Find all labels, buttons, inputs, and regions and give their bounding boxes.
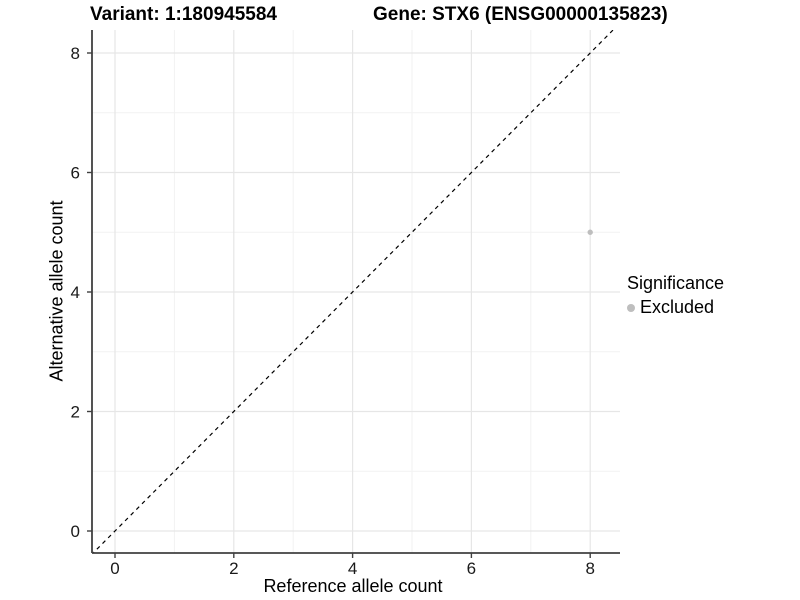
y-tick-label: 6 <box>71 164 80 183</box>
legend: Significance Excluded <box>627 273 724 318</box>
y-tick-label: 2 <box>71 403 80 422</box>
legend-title: Significance <box>627 273 725 293</box>
y-tick-label: 0 <box>71 522 80 541</box>
x-tick-label: 6 <box>467 559 476 578</box>
identity-dashed-line <box>92 30 614 553</box>
x-tick-label: 4 <box>348 559 357 578</box>
variant-title: Variant: 1:180945584 <box>90 4 277 25</box>
legend-item-label: Excluded <box>640 297 715 317</box>
y-tick-label: 4 <box>71 283 80 302</box>
x-tick-label: 8 <box>585 559 594 578</box>
legend-item-excluded: Excluded <box>627 297 724 318</box>
x-axis-title: Reference allele count <box>263 576 443 596</box>
x-tick-label: 0 <box>110 559 119 578</box>
x-tick-label: 2 <box>229 559 238 578</box>
data-point <box>587 229 593 235</box>
excluded-point-icon <box>627 303 635 312</box>
y-axis-title: Alternative allele count <box>46 200 67 382</box>
gene-title: Gene: STX6 (ENSG00000135823) <box>373 4 668 25</box>
y-tick-label: 8 <box>71 44 80 63</box>
